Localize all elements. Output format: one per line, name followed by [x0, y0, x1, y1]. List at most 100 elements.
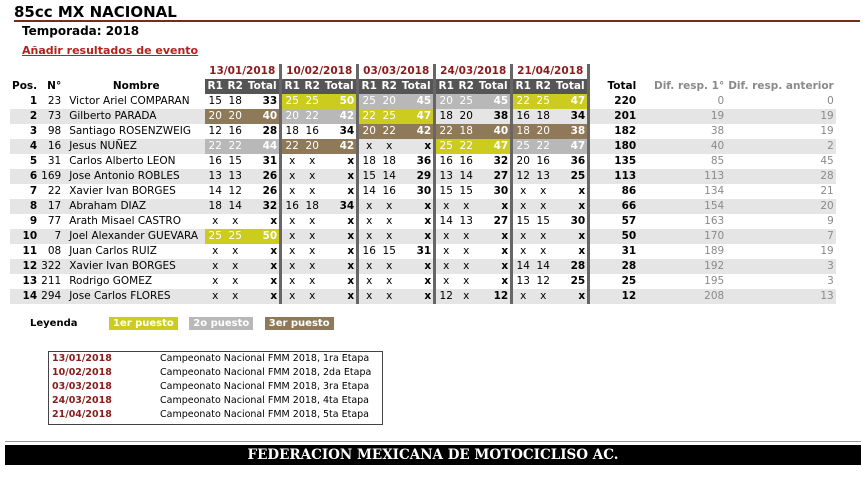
event-name: Campeonato Nacional FMM 2018, 4ta Etapa — [160, 395, 370, 406]
race1-points-cell: 18 — [205, 199, 226, 214]
race2-points-cell: x — [456, 229, 477, 244]
race2-points-cell: 22 — [533, 139, 554, 154]
race1-points-cell: 15 — [510, 214, 534, 229]
race2-points-cell: x — [379, 199, 400, 214]
race2-points-cell: 16 — [536, 155, 550, 167]
table-row: 4 16 Jesus NUÑEZ 22 22 44 22 20 42 x x x 25 22 47 25 22 4… — [10, 139, 836, 154]
rider-name-cell: Juan Carlos RUIZ — [69, 245, 157, 257]
add-event-results-link[interactable]: Añadir resultados de evento — [22, 44, 199, 57]
race1-points-cell: 22 — [279, 139, 303, 154]
race1-points-cell: 14 — [510, 259, 534, 274]
event-date: 24/03/2018 — [52, 395, 112, 406]
position-cell: 5 — [29, 155, 38, 167]
race2-points-cell: 16 — [305, 125, 319, 137]
title-divider — [14, 20, 860, 22]
dif-first-cell: 189 — [704, 245, 725, 257]
race1-points-cell: 13 — [433, 169, 457, 184]
event-name: Campeonato Nacional FMM 2018, 3ra Etapa — [160, 381, 370, 392]
race1-points-cell: 18 — [356, 154, 380, 169]
table-row: 9 77 Arath Misael CASTRO x x x x x x x x x 14 13 27 15 1… — [10, 214, 836, 229]
race1-points-cell: 22 — [510, 94, 534, 109]
rider-name-cell: Gilberto PARADA — [63, 109, 206, 124]
rider-number-cell: 23 — [47, 95, 62, 107]
col-r2-header: R2 — [379, 79, 400, 94]
table-row: 1 23 Victor Ariel COMPARAN 15 18 33 25 25 50 25 20… — [10, 94, 836, 109]
race1-points-cell: 16 — [510, 109, 534, 124]
race2-points-cell: x — [463, 245, 470, 257]
race1-points-cell: 15 — [208, 95, 222, 107]
event-total-cell: 28 — [553, 259, 589, 274]
race2-points-cell: x — [456, 289, 477, 304]
grand-total-cell: 201 — [587, 109, 639, 124]
position-cell: 6 — [10, 169, 40, 184]
event-total-cell: x — [553, 199, 589, 214]
race1-points-cell: x — [510, 184, 534, 199]
event-total-cell: 45 — [476, 94, 512, 109]
event-total-cell: 38 — [476, 109, 512, 124]
page-title: 85cc MX NACIONAL — [14, 3, 177, 21]
event-total-cell: x — [270, 215, 278, 227]
event-date: 13/01/2018 — [52, 353, 112, 364]
race1-points-cell: x — [279, 154, 303, 169]
dif-first-cell: 208 — [638, 289, 727, 304]
event-total-cell: 47 — [553, 94, 589, 109]
rider-name-cell: Xavier Ivan BORGES — [63, 259, 206, 274]
col-r2-header: R2 — [302, 79, 323, 94]
legend-third-place: 3er puesto — [264, 317, 334, 330]
position-cell: 14 — [10, 289, 40, 304]
table-row: 13 211 Rodrigo GOMEZ x x x x x x x x x x x x 13 12 25 25 19… — [10, 274, 836, 289]
position-cell: 11 — [22, 245, 38, 257]
event-total-cell: 28 — [262, 125, 278, 137]
race1-points-cell: 20 — [356, 124, 380, 139]
event-total-cell: x — [553, 229, 589, 244]
grand-total-cell: 86 — [587, 184, 639, 199]
event-total-cell: x — [399, 229, 435, 244]
race2-points-cell: x — [302, 289, 323, 304]
race2-points-cell: 15 — [459, 185, 473, 197]
event-total-cell: x — [245, 289, 281, 304]
event-total-cell: 42 — [399, 124, 435, 139]
grand-total-cell: 113 — [587, 169, 639, 184]
race1-points-cell: x — [356, 199, 380, 214]
event-total-cell: 31 — [416, 245, 432, 257]
race2-points-cell: 20 — [225, 109, 246, 124]
dif-first-cell: 38 — [710, 125, 725, 137]
event-date-5: 21/04/2018 — [510, 64, 589, 79]
position-cell: 4 — [10, 139, 40, 154]
rider-number-cell: 22 — [47, 185, 62, 197]
race1-points-cell: 14 — [433, 214, 457, 229]
race2-points-cell: 22 — [225, 139, 246, 154]
event-date: 03/03/2018 — [52, 381, 112, 392]
legend: Leyenda 1er puesto 2o puesto 3er puesto — [30, 317, 342, 330]
col-r1-header: R1 — [510, 79, 534, 94]
position-cell: 3 — [29, 125, 38, 137]
col-total-header: Total — [476, 79, 512, 94]
race1-points-cell: 20 — [205, 109, 226, 124]
legend-label: Leyenda — [30, 318, 78, 329]
dif-first-cell: 192 — [638, 259, 727, 274]
spacer-cell — [587, 64, 836, 79]
event-date-4: 24/03/2018 — [433, 64, 512, 79]
dif-first-cell: 40 — [638, 139, 727, 154]
rider-name-cell: Joel Alexander GUEVARA — [63, 229, 206, 244]
grand-total-cell: 220 — [587, 94, 639, 109]
event-name: Campeonato Nacional FMM 2018, 5ta Etapa — [160, 409, 370, 420]
race2-points-cell: 25 — [302, 94, 323, 109]
race1-points-cell: x — [279, 289, 303, 304]
race2-points-cell: x — [379, 259, 400, 274]
dif-prev-cell: 13 — [726, 289, 836, 304]
race2-points-cell: 18 — [456, 124, 477, 139]
event-total-cell: 50 — [245, 229, 281, 244]
grand-total-cell: 25 — [587, 274, 639, 289]
race2-points-cell: x — [302, 229, 323, 244]
col-name-header: Nombre — [112, 80, 160, 92]
dif-first-cell: 113 — [638, 169, 727, 184]
race1-points-cell: 25 — [356, 94, 380, 109]
event-total-cell: x — [424, 215, 432, 227]
race1-points-cell: 16 — [433, 154, 457, 169]
table-row: 8 17 Abraham DIAZ 18 14 32 16 18 34 x x x x x x x x x 66 15… — [10, 199, 836, 214]
rider-name-cell: Jose Antonio ROBLES — [63, 169, 206, 184]
dif-first-cell: 85 — [710, 155, 725, 167]
footer-banner: FEDERACION MEXICANA DE MOTOCICLISO AC. — [5, 445, 861, 465]
rider-number-cell: 73 — [39, 109, 64, 124]
